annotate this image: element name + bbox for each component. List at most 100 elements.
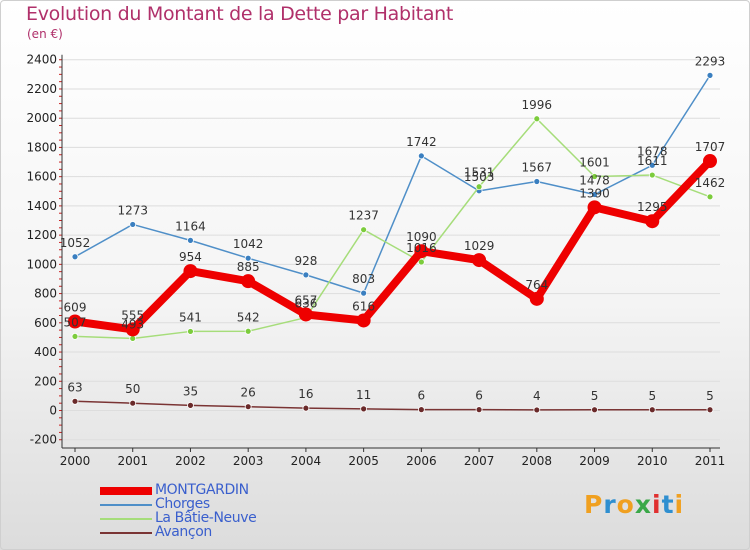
data-label: 16 [298, 387, 313, 401]
data-point [302, 404, 310, 412]
chart-title: Evolution du Montant de la Dette par Hab… [26, 3, 454, 25]
data-point [648, 161, 656, 169]
data-label: 954 [179, 250, 202, 264]
x-tick-label: 2009 [579, 454, 610, 468]
data-label: 1462 [695, 176, 726, 190]
data-label: 1029 [464, 239, 495, 253]
data-label: 928 [294, 254, 317, 268]
legend-label: Chorges [155, 496, 210, 512]
data-point [533, 178, 541, 185]
series-line [74, 118, 711, 340]
data-point [356, 313, 371, 328]
data-point [71, 333, 79, 340]
legend-swatch [100, 487, 152, 495]
y-tick-label: 600 [34, 316, 57, 330]
data-label: 616 [352, 299, 375, 313]
data-point [706, 406, 714, 414]
data-point [241, 274, 256, 289]
x-tick-label: 2002 [175, 454, 206, 468]
y-tick-label: -200 [30, 433, 57, 447]
data-point [244, 403, 252, 411]
y-tick-label: 1000 [26, 257, 57, 271]
legend-label: MONTGARDIN [155, 482, 249, 498]
legend-swatch [100, 532, 152, 534]
data-label: 1237 [348, 209, 379, 223]
logo-letter: i [674, 490, 685, 519]
data-point [587, 200, 602, 215]
data-point [129, 399, 137, 407]
series-lines [68, 71, 717, 414]
data-label: 1601 [579, 156, 610, 170]
data-point [475, 406, 483, 414]
data-label: 542 [237, 310, 260, 324]
data-point [591, 173, 598, 180]
y-tick-label: 2400 [26, 53, 57, 67]
data-label: 1678 [637, 144, 668, 158]
data-label: 4 [533, 389, 541, 403]
data-point [648, 406, 656, 414]
x-tick-label: 2004 [291, 454, 322, 468]
data-point [475, 183, 483, 191]
y-tick-label: 1800 [26, 140, 57, 154]
data-point [360, 289, 368, 297]
series-line [71, 157, 714, 334]
logo-letter: x [634, 490, 652, 519]
data-point [591, 406, 598, 414]
data-point [706, 71, 714, 79]
logo-letter: P [584, 490, 604, 519]
x-tick-label: 2006 [406, 454, 437, 468]
series-line [74, 74, 711, 294]
data-label: 1567 [522, 160, 553, 174]
data-label: 1707 [695, 140, 726, 154]
data-point [244, 327, 252, 335]
data-label: 657 [294, 293, 317, 307]
data-point [129, 221, 137, 228]
y-tick-label: 1200 [26, 228, 57, 242]
data-label: 636 [294, 297, 317, 311]
data-labels: 1052127311641042928803174215031567147816… [60, 54, 726, 403]
data-label: 11 [356, 388, 371, 402]
data-point [414, 244, 429, 259]
legend-swatch [100, 518, 152, 520]
logo-letter: r [603, 490, 617, 519]
data-label: 541 [179, 310, 202, 324]
data-label: 1052 [60, 236, 91, 250]
gridlines [62, 59, 720, 441]
data-point [533, 115, 541, 123]
x-tick-label: 2010 [637, 454, 668, 468]
x-axis-ticks: 2000 2001 2002 2003 2004 2005 2006 2007 2008 2009… [60, 448, 725, 468]
data-point [187, 236, 194, 244]
data-label: 1273 [117, 203, 148, 217]
data-label: 555 [121, 308, 144, 322]
legend-swatch [100, 504, 152, 506]
legend-label: La Bâtie-Neuve [155, 510, 257, 526]
proxiti-logo: Proxiti [584, 490, 684, 519]
x-tick-label: 2001 [117, 454, 148, 468]
data-point [183, 264, 198, 279]
logo-letter: o [616, 490, 635, 519]
data-point [702, 154, 717, 169]
data-point [360, 405, 368, 413]
axes [59, 54, 720, 449]
data-point [360, 226, 368, 234]
y-tick-label: 2000 [26, 111, 57, 125]
data-point [244, 254, 252, 262]
x-tick-label: 2005 [348, 454, 379, 468]
y-tick-label: 200 [34, 374, 57, 388]
logo-letter: i [652, 490, 662, 519]
data-label: 1478 [579, 173, 610, 187]
x-tick-label: 2003 [233, 454, 264, 468]
data-point [645, 214, 660, 229]
data-label: 26 [241, 386, 256, 400]
data-label: 1390 [579, 186, 610, 200]
data-label: 1016 [406, 241, 437, 255]
data-label: 1503 [464, 170, 495, 184]
series-line [74, 400, 711, 411]
data-label: 6 [418, 389, 426, 403]
data-point [71, 253, 79, 261]
y-tick-label: 0 [49, 404, 57, 418]
y-tick-label: 800 [34, 287, 57, 301]
data-label: 1042 [233, 237, 264, 251]
data-label: 6 [475, 389, 483, 403]
data-label: 5 [706, 389, 714, 403]
